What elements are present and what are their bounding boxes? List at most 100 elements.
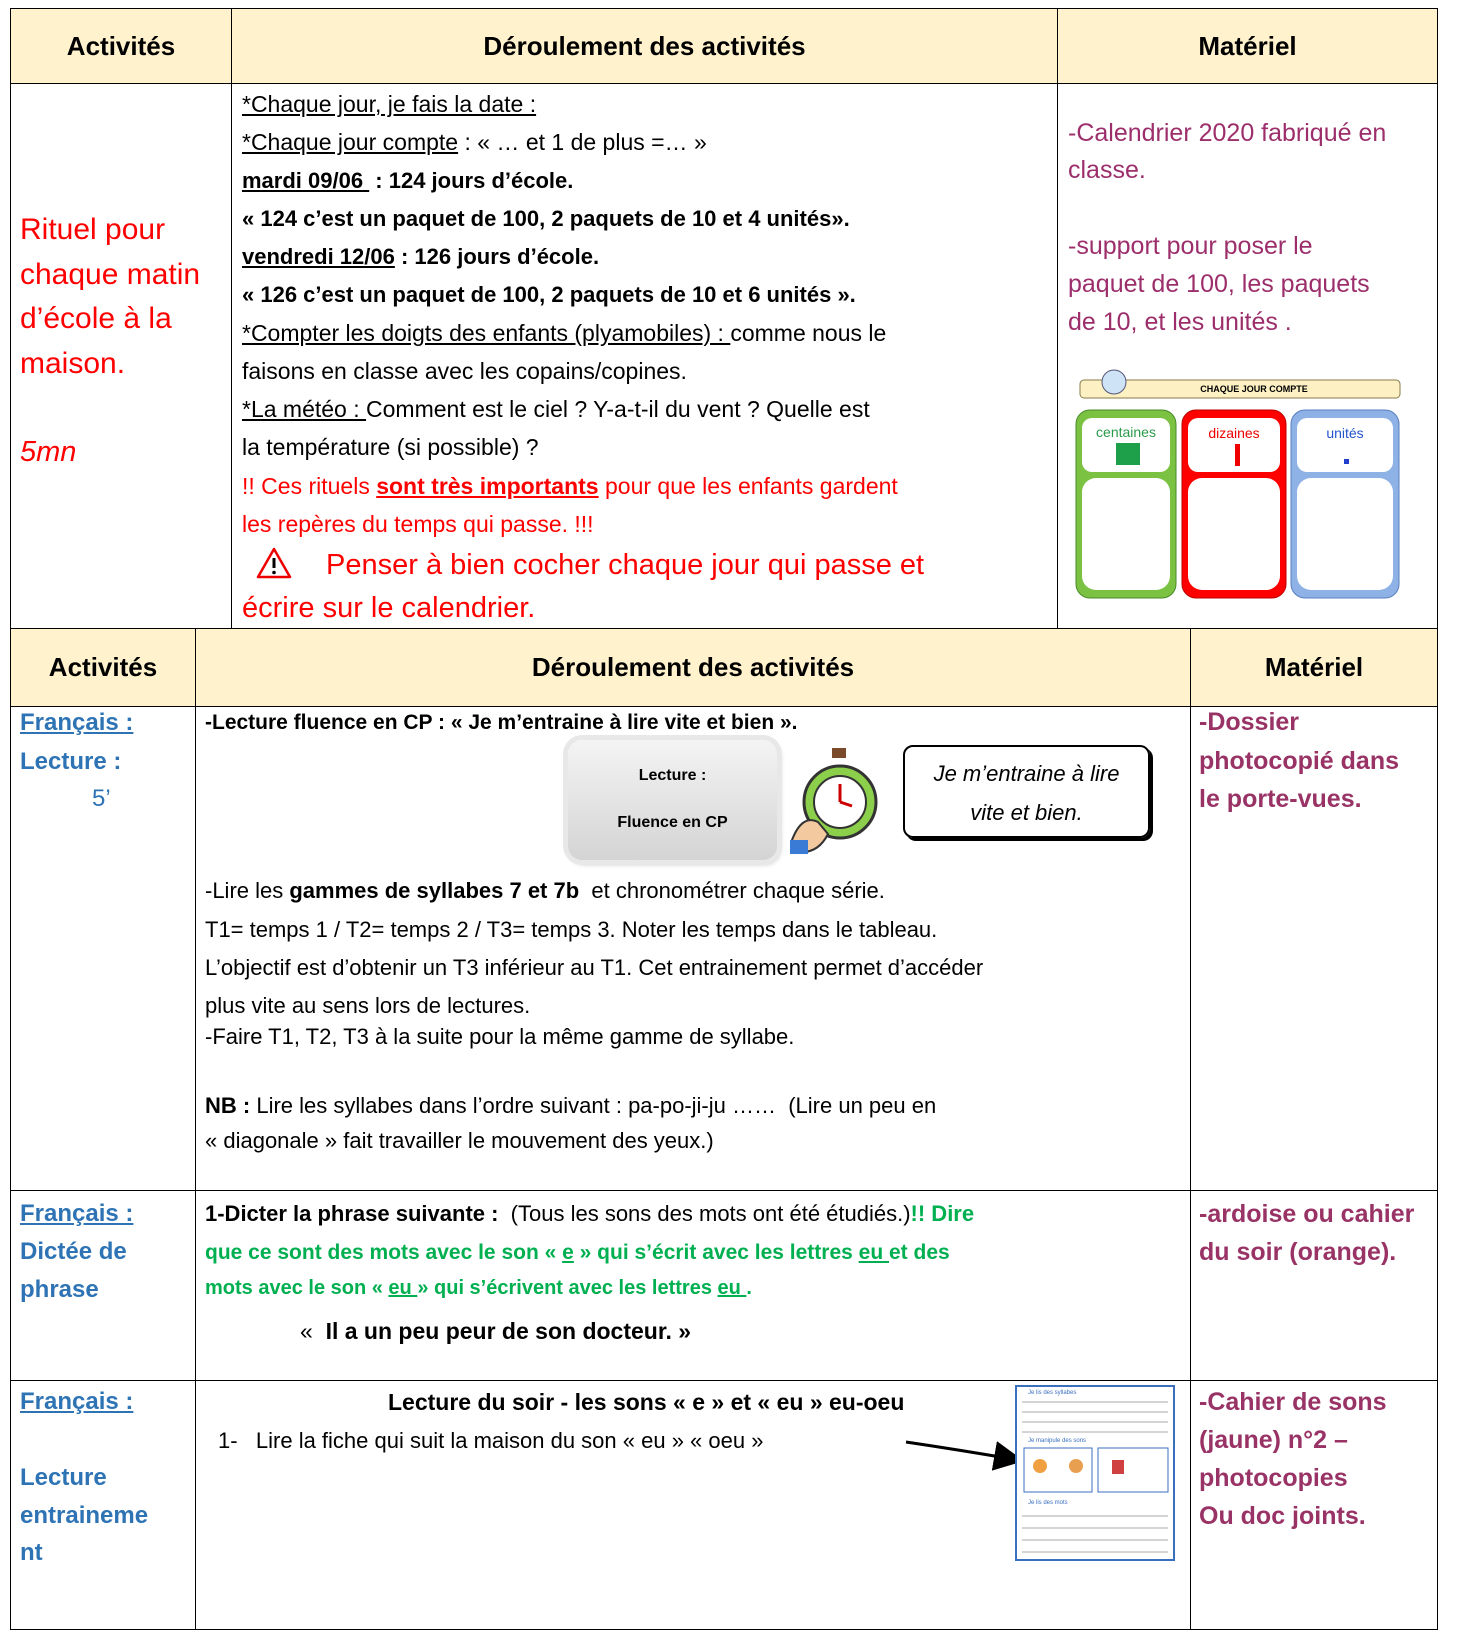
text-segment: *Chaque jour, je fais la date :	[242, 90, 537, 117]
text-segment: comme nous le	[730, 319, 887, 346]
text-segment: *Chaque jour compte	[242, 128, 459, 155]
text-line: mardi 09/06 : 124 jours d’école.	[242, 170, 573, 192]
text-segment: *La météo :	[242, 395, 367, 422]
text-segment: .	[746, 1277, 752, 1299]
text-line: -Lecture fluence en CP : « Je m’entraine…	[205, 710, 798, 734]
text-line: NB : Lire les syllabes dans l’ordre suiv…	[205, 1095, 936, 1117]
text-line: paquet de 100, les paquets	[1068, 269, 1370, 298]
text-line: photocopié dans	[1199, 746, 1399, 775]
text-segment: L’objectif est d’obtenir un T3 inférieur…	[205, 955, 984, 980]
text-line: Dictée de	[20, 1238, 127, 1265]
text-segment: que ce sont des mots avec le son «	[205, 1240, 563, 1264]
text-line: Français :	[20, 1200, 134, 1227]
header: Activités	[48, 652, 158, 682]
header-cell: Activités	[10, 628, 196, 707]
cell	[1190, 706, 1438, 1191]
text-line: -Calendrier 2020 fabriqué en	[1068, 118, 1387, 147]
image-label: centaines	[1096, 424, 1156, 440]
cell	[10, 706, 196, 1191]
text-line: entraineme	[20, 1502, 149, 1529]
text-line: -Faire T1, T2, T3 à la suite pour la mêm…	[205, 1026, 794, 1048]
header: Déroulement des activités	[531, 652, 855, 682]
text-segment: -Faire T1, T2, T3 à la suite pour la mêm…	[205, 1024, 795, 1049]
text-line: plus vite au sens lors de lectures.	[205, 995, 530, 1017]
text-line: vendredi 12/06 : 126 jours d’école.	[242, 246, 599, 268]
cell	[231, 83, 1058, 629]
text-segment: -Lire les	[205, 878, 290, 903]
text-line: *Chaque jour, je fais la date :	[242, 90, 537, 117]
text-segment: » qui s’écrivent avec les lettres	[417, 1277, 718, 1299]
header-cell: Activités	[10, 8, 232, 84]
button-text: Lecture :	[638, 767, 707, 784]
text-line: nt	[20, 1539, 43, 1566]
header: Matériel	[1264, 652, 1364, 682]
text-line: -ardoise ou cahier	[1199, 1199, 1415, 1228]
text-line: du soir (orange).	[1199, 1237, 1397, 1266]
text-segment: T1= temps 1 / T2= temps 2 / T3= temps 3.…	[205, 917, 938, 942]
text-line: *Compter les doigts des enfants (plyamob…	[242, 319, 887, 346]
text-line: -support pour poser le	[1068, 231, 1313, 260]
text-line: les repères du temps qui passe. !!!	[242, 510, 594, 537]
text-segment: la température (si possible) ?	[242, 433, 539, 460]
bubble-text: Je m’entraine à lire	[933, 761, 1120, 786]
text-line: chaque matin	[20, 258, 201, 291]
text-segment: « 124 c’est un paquet de 100, 2 paquets …	[242, 206, 850, 231]
text-line: phrase	[20, 1276, 99, 1303]
text-line: Penser à bien cocher chaque jour qui pas…	[326, 550, 924, 580]
text-segment: et des	[889, 1240, 950, 1264]
header-cell: Matériel	[1190, 628, 1438, 707]
text-segment: écrire sur le calendrier.	[242, 591, 536, 624]
text-line: !! Ces rituels sont très importants pour…	[242, 472, 898, 499]
text-segment: et chronométrer chaque série.	[579, 878, 885, 903]
text-segment: «	[300, 1317, 326, 1344]
text-segment: « 126 c’est un paquet de 100, 2 paquets …	[242, 282, 856, 307]
text-line: Lecture :	[20, 748, 122, 775]
stopwatch-icon	[790, 748, 878, 854]
text-line: Français :	[20, 1388, 134, 1415]
text-line: 5mn	[20, 435, 77, 468]
text-segment: NB :	[205, 1093, 251, 1118]
text-segment: Il a un peu peur de son docteur. »	[325, 1317, 692, 1344]
text-segment: eu	[858, 1240, 889, 1264]
text-line: Ou doc joints.	[1199, 1501, 1366, 1530]
text-segment: 1-Dicter la phrase suivante :	[205, 1201, 499, 1226]
text-segment: faisons en classe avec les copains/copin…	[242, 357, 687, 384]
thumbnail-text: Je manipule des sons	[1028, 1438, 1086, 1444]
text-segment: gammes de syllabes 7 et 7b	[289, 878, 580, 903]
thumbnail-area: Je lis des syllabes Je manipule des sons…	[905, 1385, 1175, 1561]
text-segment: sont très importants	[376, 472, 599, 499]
text-line: 1-Dicter la phrase suivante : (Tous les …	[205, 1203, 974, 1225]
text-segment: mardi 09/06	[242, 168, 370, 193]
text-segment: Lire les syllabes dans l’ordre suivant :…	[250, 1093, 937, 1118]
thumbnail-text: Je lis des syllabes	[1028, 1390, 1076, 1396]
text-segment: !! Ces rituels	[242, 472, 377, 499]
text-line: « 124 c’est un paquet de 100, 2 paquets …	[242, 208, 850, 230]
text-segment: » qui s’écrit avec les lettres	[573, 1240, 859, 1264]
text-line: que ce sont des mots avec le son « e » q…	[205, 1242, 950, 1263]
image-title: CHAQUE JOUR COMPTE	[1200, 384, 1308, 394]
image-label: dizaines	[1208, 425, 1259, 441]
header: Déroulement des activités	[483, 30, 806, 61]
text-segment: eu	[717, 1277, 747, 1299]
text-line: Rituel pour	[20, 213, 166, 246]
button-image: Lecture : Fluence en CP	[568, 740, 777, 860]
text-line: photocopies	[1199, 1463, 1348, 1492]
calendar-image: CHAQUE JOUR COMPTE centaines dizaines un…	[1075, 369, 1401, 599]
text-line: écrire sur le calendrier.	[242, 591, 536, 624]
text-line: Lecture	[20, 1464, 107, 1491]
text-segment: 1- Lire la fiche qui suit la maison du s…	[218, 1428, 764, 1453]
text-line: 5’	[92, 785, 111, 812]
text-line: (jaune) n°2 –	[1199, 1425, 1348, 1454]
text-segment: les repères du temps qui passe. !!!	[242, 510, 594, 537]
speech-bubble: Je m’entraine à lire vite et bien.	[903, 745, 1150, 838]
text-line: « diagonale » fait travailler le mouveme…	[205, 1130, 714, 1152]
text-line: L’objectif est d’obtenir un T3 inférieur…	[205, 957, 983, 979]
text-line: Français :	[20, 709, 134, 736]
header: Matériel	[1198, 30, 1297, 61]
text-line: le porte-vues.	[1199, 784, 1362, 813]
header-cell: Déroulement des activités	[195, 628, 1191, 707]
text-segment: : « … et 1 de plus =… »	[458, 128, 707, 155]
text-line: « Il a un peu peur de son docteur. »	[300, 1317, 692, 1344]
text-segment: : 124 jours d’école.	[369, 168, 574, 193]
